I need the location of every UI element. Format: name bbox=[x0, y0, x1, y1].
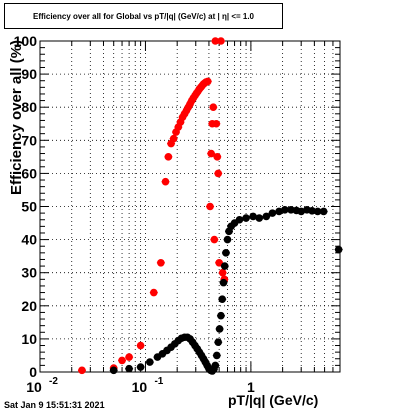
y-tick-label: 90 bbox=[21, 66, 37, 82]
y-tick-label: 70 bbox=[21, 132, 37, 148]
axis-ticks bbox=[39, 40, 341, 373]
data-point bbox=[308, 207, 316, 215]
y-tick-label: 60 bbox=[21, 165, 37, 181]
data-point bbox=[203, 77, 212, 86]
data-point bbox=[217, 311, 225, 320]
data-point bbox=[149, 288, 158, 297]
data-point bbox=[210, 235, 219, 244]
data-point bbox=[235, 215, 244, 224]
data-point bbox=[219, 278, 228, 287]
data-point bbox=[262, 212, 271, 221]
data-point bbox=[313, 207, 322, 216]
data-point bbox=[249, 212, 257, 221]
data-point bbox=[212, 119, 221, 128]
data-point bbox=[164, 153, 173, 161]
y-tick-label: 0 bbox=[29, 364, 37, 380]
data-point bbox=[146, 358, 154, 366]
data-point bbox=[220, 262, 229, 270]
data-point bbox=[118, 356, 126, 365]
x-tick-exponent: -2 bbox=[49, 376, 58, 387]
data-point bbox=[255, 214, 264, 222]
data-point bbox=[319, 207, 328, 216]
y-tick-label: 50 bbox=[21, 199, 37, 215]
data-point bbox=[209, 103, 218, 111]
data-point bbox=[136, 341, 145, 350]
y-tick-label: 10 bbox=[21, 331, 37, 347]
x-tick-exponent: -1 bbox=[154, 376, 163, 387]
timestamp-label: Sat Jan 9 15:51:31 2021 bbox=[4, 400, 105, 410]
y-tick-label: 30 bbox=[21, 265, 37, 281]
x-axis-title: pT/|q| (GeV/c) bbox=[228, 392, 319, 408]
y-tick-label: 40 bbox=[21, 232, 37, 248]
data-point bbox=[215, 258, 223, 267]
x-tick-label: 10 bbox=[26, 379, 42, 395]
data-point bbox=[109, 366, 118, 375]
x-tick-label: 1 bbox=[247, 379, 255, 395]
data-point bbox=[215, 325, 224, 333]
data-point bbox=[125, 364, 133, 373]
data-point bbox=[281, 206, 289, 214]
data-point bbox=[157, 258, 165, 267]
data-point bbox=[207, 149, 215, 158]
data-point bbox=[78, 366, 86, 375]
data-point bbox=[169, 134, 178, 143]
y-axis-title: Efficiency over all (%) bbox=[8, 39, 25, 195]
data-point bbox=[212, 351, 221, 360]
chart-title: Efficiency over all for Global vs pT/|q|… bbox=[4, 3, 283, 29]
y-tick-label: 80 bbox=[21, 99, 37, 115]
y-tick-label: 100 bbox=[14, 33, 38, 49]
data-points bbox=[77, 37, 343, 375]
data-point bbox=[222, 249, 230, 257]
data-point bbox=[223, 235, 232, 244]
data-point bbox=[211, 361, 220, 370]
data-point bbox=[218, 295, 227, 303]
black-series bbox=[109, 206, 343, 375]
data-point bbox=[214, 169, 223, 178]
data-point bbox=[242, 214, 250, 222]
grid-lines bbox=[40, 41, 340, 372]
x-tick-label: 10 bbox=[132, 379, 148, 395]
data-point bbox=[217, 37, 225, 45]
data-point bbox=[334, 245, 343, 254]
data-point bbox=[161, 177, 170, 186]
data-point bbox=[268, 209, 277, 217]
y-tick-label: 20 bbox=[21, 298, 37, 314]
data-point bbox=[211, 37, 220, 45]
data-point bbox=[136, 363, 145, 371]
data-point bbox=[214, 338, 223, 347]
data-point bbox=[218, 268, 227, 277]
red-series bbox=[77, 37, 229, 375]
data-point bbox=[213, 153, 222, 161]
data-point bbox=[206, 202, 214, 211]
data-point bbox=[125, 353, 133, 361]
